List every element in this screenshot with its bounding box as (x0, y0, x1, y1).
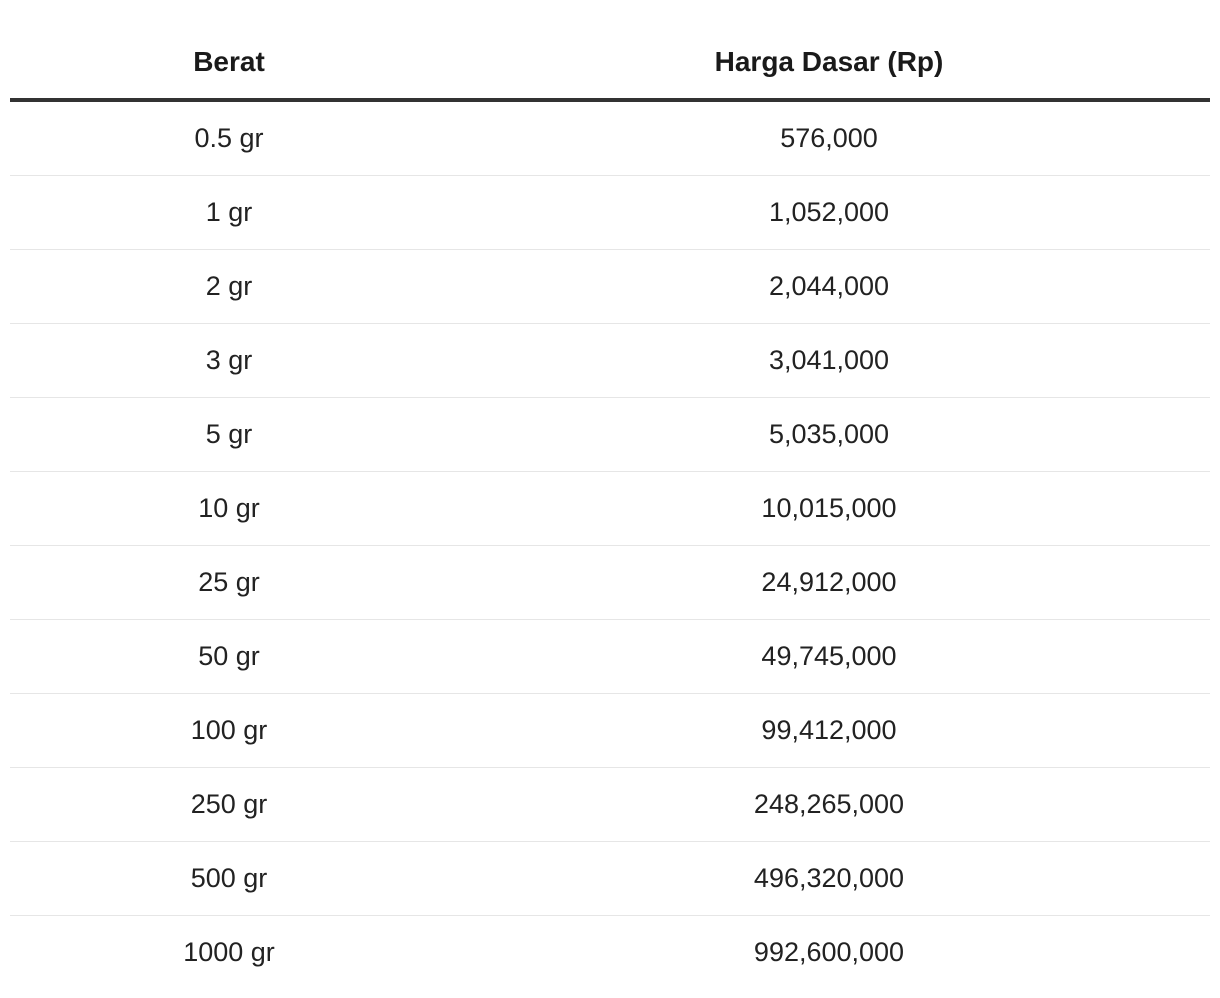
header-row: Berat Harga Dasar (Rp) (10, 26, 1210, 102)
price-table-container: Berat Harga Dasar (Rp) 0.5 gr 576,000 1 … (10, 26, 1210, 989)
price-cell: 3,041,000 (448, 323, 1210, 398)
table-body: 0.5 gr 576,000 1 gr 1,052,000 2 gr 2,044… (10, 100, 1210, 989)
table-row: 500 gr 496,320,000 (10, 841, 1210, 916)
price-cell: 1,052,000 (448, 175, 1210, 250)
table-row: 250 gr 248,265,000 (10, 767, 1210, 842)
table-row: 1000 gr 992,600,000 (10, 916, 1210, 990)
table-row: 2 gr 2,044,000 (10, 249, 1210, 324)
weight-cell: 1 gr (10, 175, 448, 250)
weight-cell: 0.5 gr (10, 100, 448, 176)
table-row: 0.5 gr 576,000 (10, 100, 1210, 176)
table-row: 5 gr 5,035,000 (10, 397, 1210, 472)
header-weight: Berat (10, 26, 448, 102)
table-row: 3 gr 3,041,000 (10, 323, 1210, 398)
weight-cell: 100 gr (10, 693, 448, 768)
price-cell: 576,000 (448, 100, 1210, 176)
weight-cell: 2 gr (10, 249, 448, 324)
weight-cell: 10 gr (10, 471, 448, 546)
table-row: 100 gr 99,412,000 (10, 693, 1210, 768)
price-cell: 99,412,000 (448, 693, 1210, 768)
price-cell: 2,044,000 (448, 249, 1210, 324)
price-cell: 5,035,000 (448, 397, 1210, 472)
weight-cell: 1000 gr (183, 937, 275, 967)
price-cell: 496,320,000 (448, 841, 1210, 916)
table-row: 10 gr 10,015,000 (10, 471, 1210, 546)
price-cell: 992,600,000 (753, 937, 905, 967)
table-row: 50 gr 49,745,000 (10, 619, 1210, 694)
header-base-price: Harga Dasar (Rp) (448, 26, 1210, 102)
table-row: 1 gr 1,052,000 (10, 175, 1210, 250)
weight-cell: 3 gr (10, 323, 448, 398)
weight-cell: 25 gr (10, 545, 448, 620)
weight-cell: 5 gr (10, 397, 448, 472)
weight-cell: 50 gr (10, 619, 448, 694)
price-cell: 10,015,000 (448, 471, 1210, 546)
price-cell: 49,745,000 (448, 619, 1210, 694)
table-header: Berat Harga Dasar (Rp) (10, 26, 1210, 102)
price-cell: 24,912,000 (448, 545, 1210, 620)
weight-cell: 250 gr (10, 767, 448, 842)
table-row: 25 gr 24,912,000 (10, 545, 1210, 620)
weight-cell: 500 gr (10, 841, 448, 916)
price-cell: 248,265,000 (448, 767, 1210, 842)
price-table: Berat Harga Dasar (Rp) 0.5 gr 576,000 1 … (10, 26, 1210, 989)
